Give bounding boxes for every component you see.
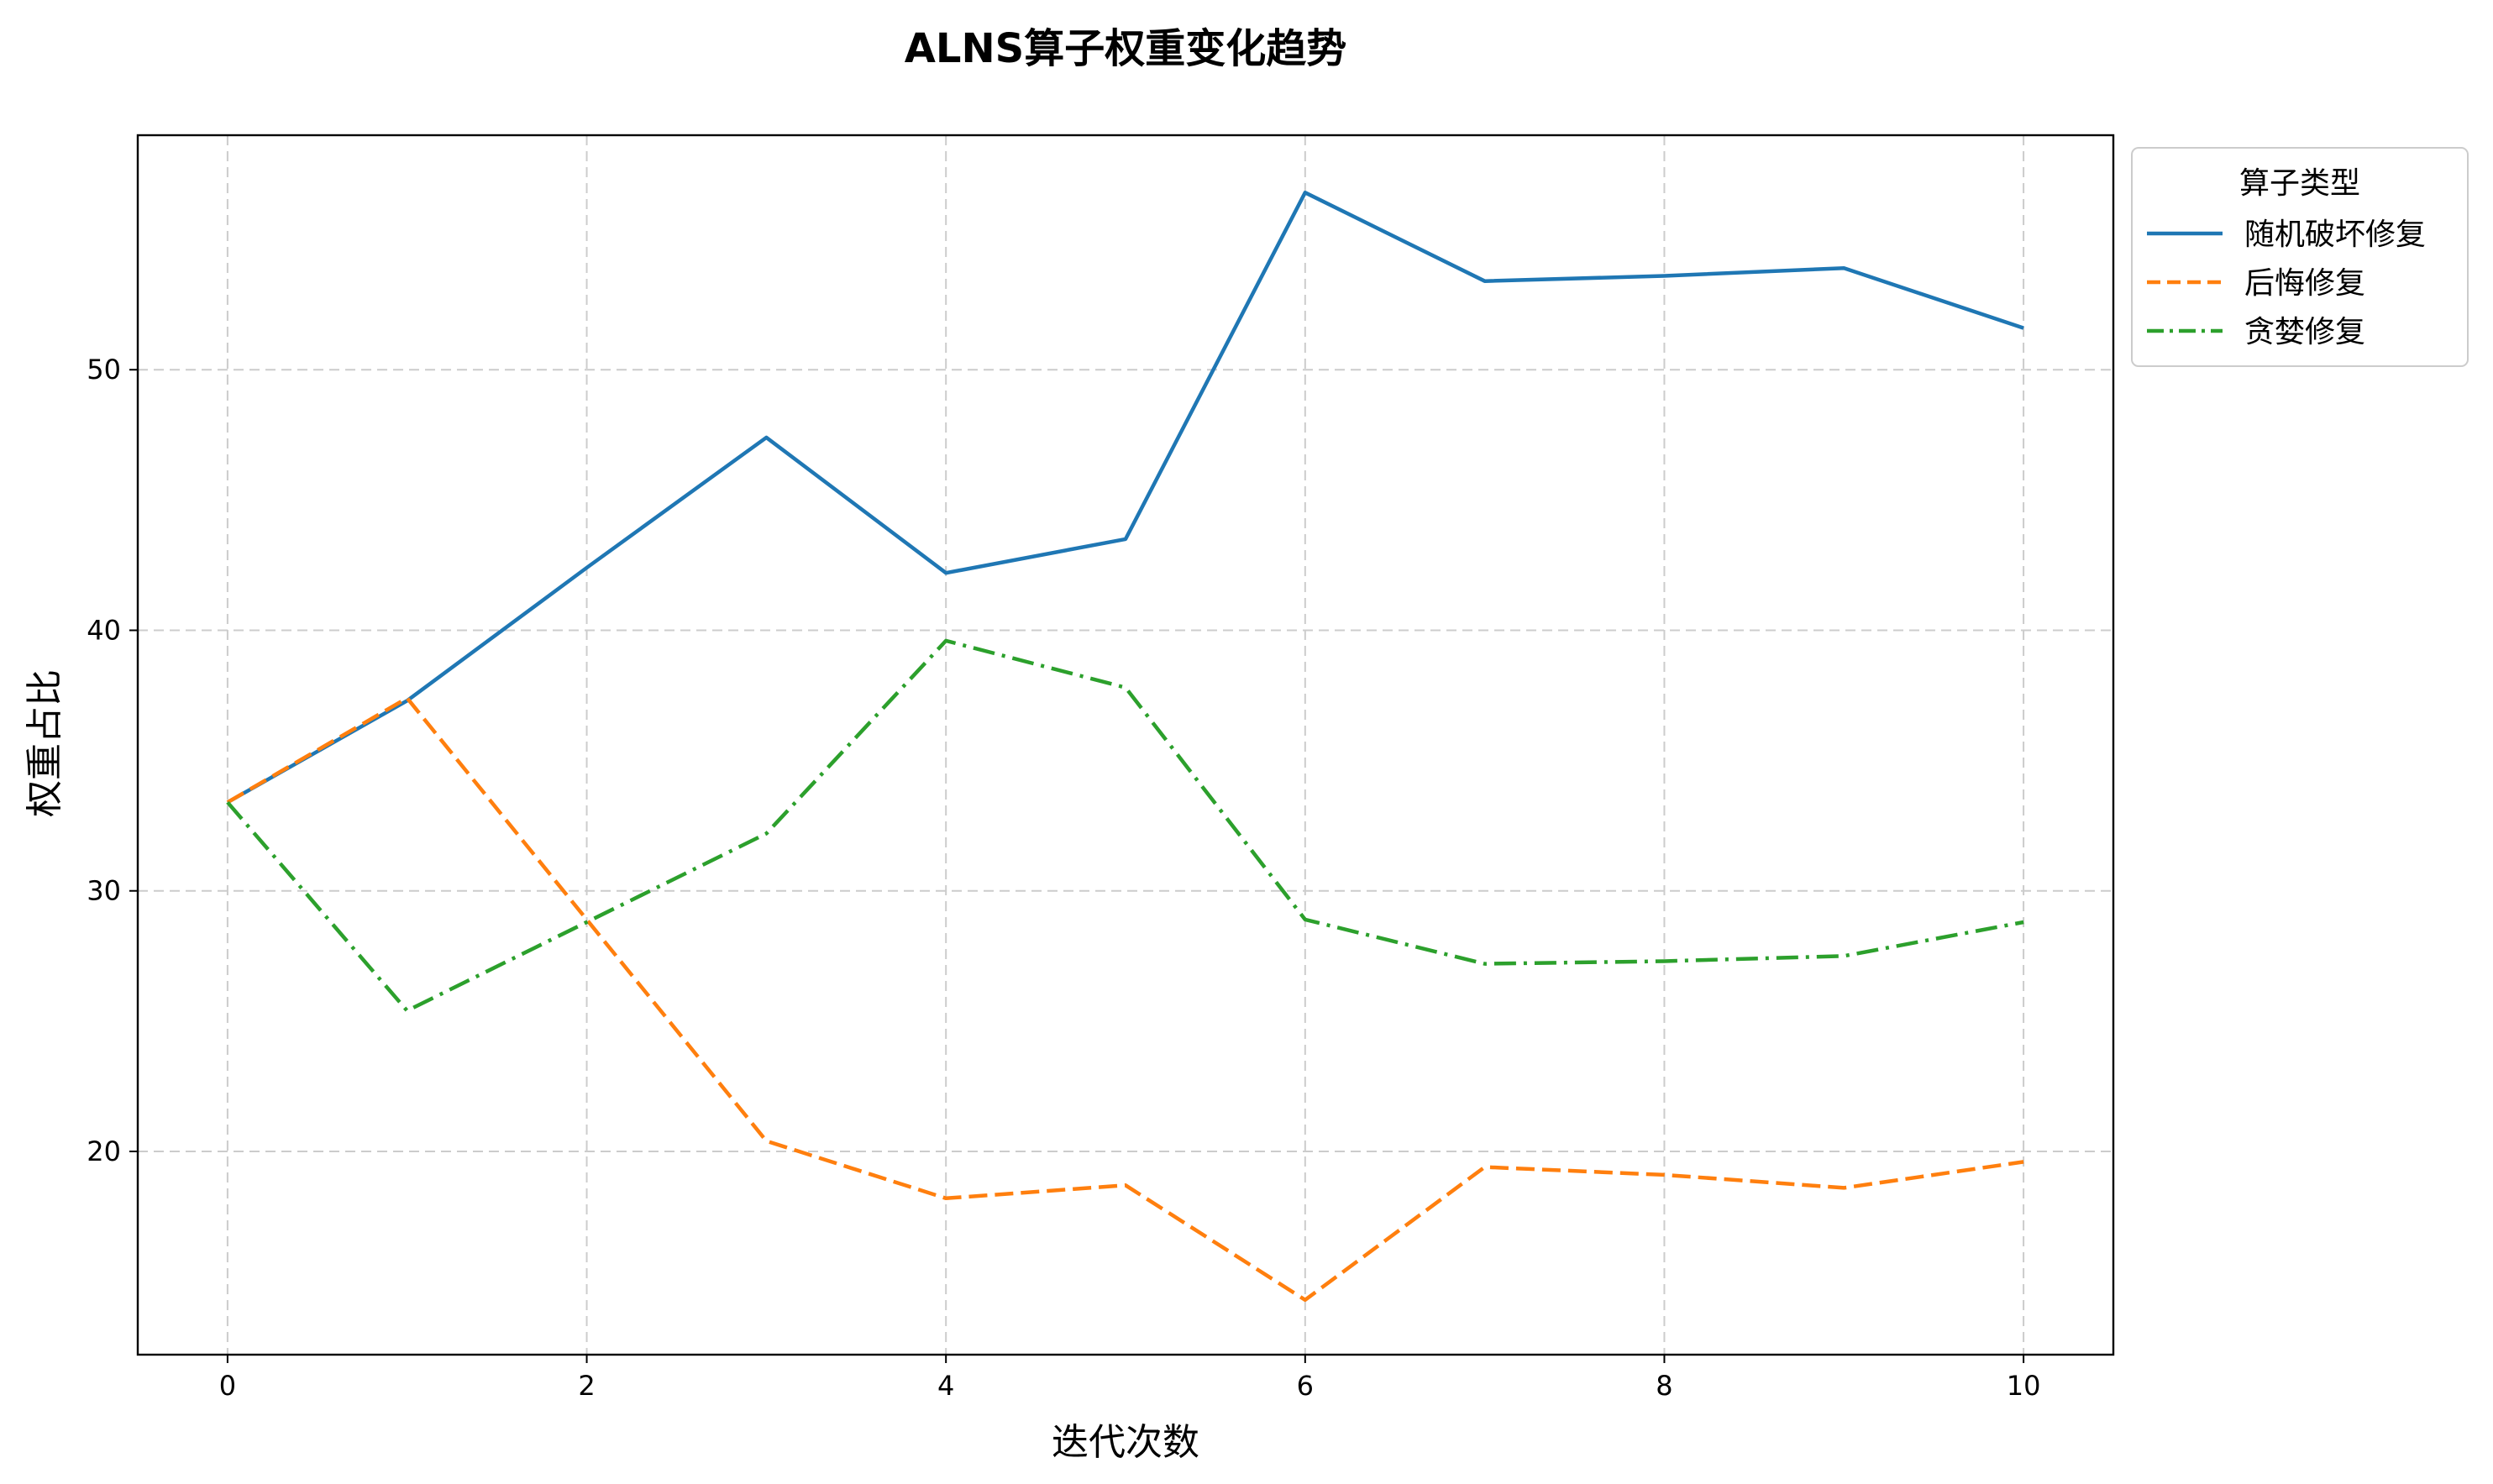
y-tick-label: 40 <box>87 614 121 646</box>
legend-label-2: 后悔修复 <box>2244 266 2365 301</box>
legend-label-3: 贪婪修复 <box>2244 315 2365 349</box>
x-tick-label: 10 <box>2007 1370 2041 1402</box>
x-tick-label: 8 <box>1656 1370 1672 1402</box>
legend-title: 算子类型 <box>2239 166 2360 201</box>
x-tick-label: 2 <box>578 1370 595 1402</box>
tick-layer: 0 2 4 6 8 10 20 30 40 50 <box>87 354 2040 1402</box>
x-axis-label: 迭代次数 <box>1052 1421 1199 1464</box>
plot-frame <box>136 134 2115 1356</box>
series-line-1 <box>226 191 2024 805</box>
grid-layer <box>138 135 2113 1355</box>
x-tick-label: 0 <box>219 1370 236 1402</box>
x-tick-label: 6 <box>1297 1370 1314 1402</box>
y-tick-label: 50 <box>87 354 121 385</box>
series-line-2 <box>226 695 2024 1303</box>
y-tick-label: 30 <box>87 875 121 907</box>
legend-box <box>2131 147 2469 367</box>
x-tick-label: 4 <box>937 1370 954 1402</box>
y-tick-label: 20 <box>87 1135 121 1167</box>
series-layer <box>226 191 2024 1303</box>
series-line-3 <box>226 638 2024 1013</box>
legend-label-1: 随机破坏修复 <box>2244 218 2426 252</box>
y-axis-label: 权重占比 <box>24 669 66 817</box>
chart-title: ALNS算子权重变化趋势 <box>905 25 1346 72</box>
